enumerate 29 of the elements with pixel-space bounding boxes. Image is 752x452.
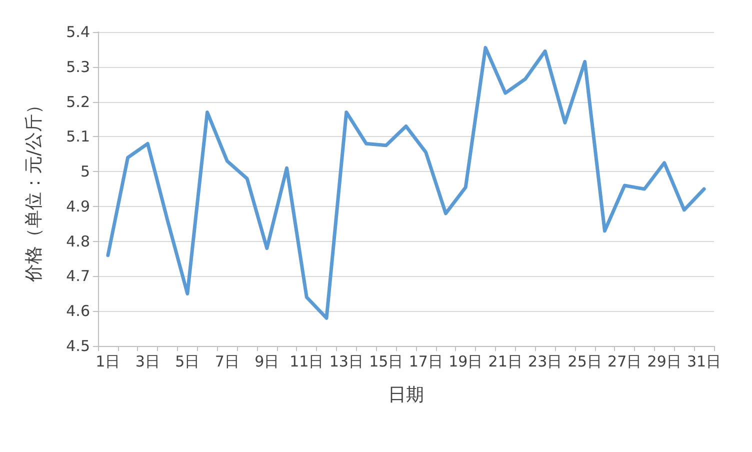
x-tick-label: 13日 [329,352,364,370]
x-tick-label: 25日 [568,352,602,370]
y-tick-label: 5.4 [66,23,90,41]
y-tick-label: 4.8 [66,232,90,250]
x-tick-label: 23日 [528,352,562,370]
y-axis-title: 价格（单位：元/公斤） [24,96,44,284]
x-tick-label: 31日 [687,352,722,370]
y-tick-label: 4.6 [66,302,90,320]
y-tick-label: 5.3 [66,58,90,76]
x-tick-label: 27日 [608,352,642,370]
x-tick-label: 11日 [290,352,324,370]
x-tick-label: 9日 [254,352,280,370]
y-tick-label: 5.2 [66,92,90,111]
y-tick-label: 4.5 [66,337,90,355]
line-series [106,46,706,320]
x-tick-label: 7日 [214,352,240,370]
y-tick-label: 5.1 [66,128,90,146]
x-tick-label: 3日 [135,352,160,370]
x-tick-label: 5日 [175,352,200,370]
y-tick-label: 4.9 [66,197,90,216]
x-tick-label: 15日 [369,352,404,370]
y-tick-label: 5 [80,162,90,181]
x-tick-label: 17日 [408,352,443,370]
y-tick-label: 4.7 [66,267,90,286]
x-tick-label: 1日 [96,352,120,370]
x-tick-label: 29日 [647,352,682,370]
x-tick-label: 21日 [488,352,522,370]
x-tick-label: 19日 [448,352,483,370]
x-axis-title: 日期 [388,384,424,406]
